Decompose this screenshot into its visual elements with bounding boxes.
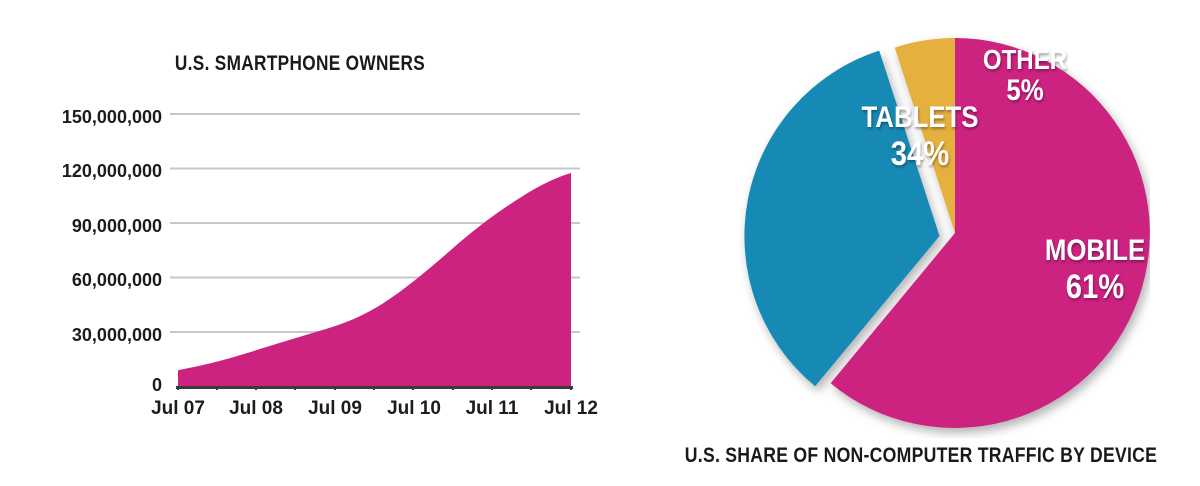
y-tick-150m: 150,000,000 bbox=[61, 107, 162, 127]
device-traffic-pie-panel: TABLETS 34% OTHER 5% MOBILE 61% U.S. SHA… bbox=[640, 0, 1200, 486]
area-chart-plot bbox=[170, 100, 580, 393]
pie-slice-tablets[interactable] bbox=[744, 50, 940, 387]
pie-slice-mobile[interactable] bbox=[830, 38, 1150, 428]
pie-label-tablets-name: TABLETS bbox=[861, 101, 979, 134]
pie-label-other: OTHER 5% bbox=[973, 46, 1076, 106]
area-chart-title: U.S. SMARTPHONE OWNERS bbox=[174, 52, 426, 75]
pie-label-mobile-name: MOBILE bbox=[1044, 234, 1146, 267]
y-axis-label-group: 150,000,000 120,000,000 90,000,000 60,00… bbox=[10, 0, 162, 486]
pie-label-tablets: TABLETS 34% bbox=[843, 101, 998, 173]
x-tick-jul-08: Jul 08 bbox=[229, 398, 283, 419]
x-tick-jul-10: Jul 10 bbox=[387, 398, 441, 419]
pie-label-other-percent: 5% bbox=[1006, 74, 1044, 107]
x-tick-jul-09: Jul 09 bbox=[308, 398, 362, 419]
x-tick-jul-07: Jul 07 bbox=[151, 398, 205, 419]
x-tick-jul-12: Jul 12 bbox=[544, 398, 598, 419]
pie-slice-other[interactable] bbox=[894, 38, 955, 233]
pie-chart-plot: TABLETS 34% OTHER 5% MOBILE 61% bbox=[710, 8, 1150, 438]
area-chart-svg bbox=[170, 113, 580, 393]
smartphone-owners-chart-panel: U.S. SMARTPHONE OWNERS 150,000,000 120,0… bbox=[10, 0, 598, 486]
x-tick-jul-11: Jul 11 bbox=[465, 398, 519, 419]
pie-label-other-name: OTHER bbox=[982, 44, 1068, 75]
pie-label-mobile-percent: 61% bbox=[1065, 268, 1125, 306]
pie-label-mobile: MOBILE 61% bbox=[1018, 234, 1173, 306]
y-tick-90m: 90,000,000 bbox=[71, 216, 162, 236]
area-series-smartphone-owners bbox=[178, 173, 571, 387]
y-tick-120m: 120,000,000 bbox=[61, 161, 162, 181]
y-tick-60m: 60,000,000 bbox=[71, 270, 162, 290]
pie-chart-svg bbox=[744, 38, 1150, 428]
pie-label-tablets-percent: 34% bbox=[890, 135, 950, 173]
pie-chart-caption: U.S. SHARE OF NON-COMPUTER TRAFFIC BY DE… bbox=[684, 444, 1158, 467]
y-tick-0: 0 bbox=[151, 375, 162, 395]
y-tick-30m: 30,000,000 bbox=[71, 325, 162, 345]
